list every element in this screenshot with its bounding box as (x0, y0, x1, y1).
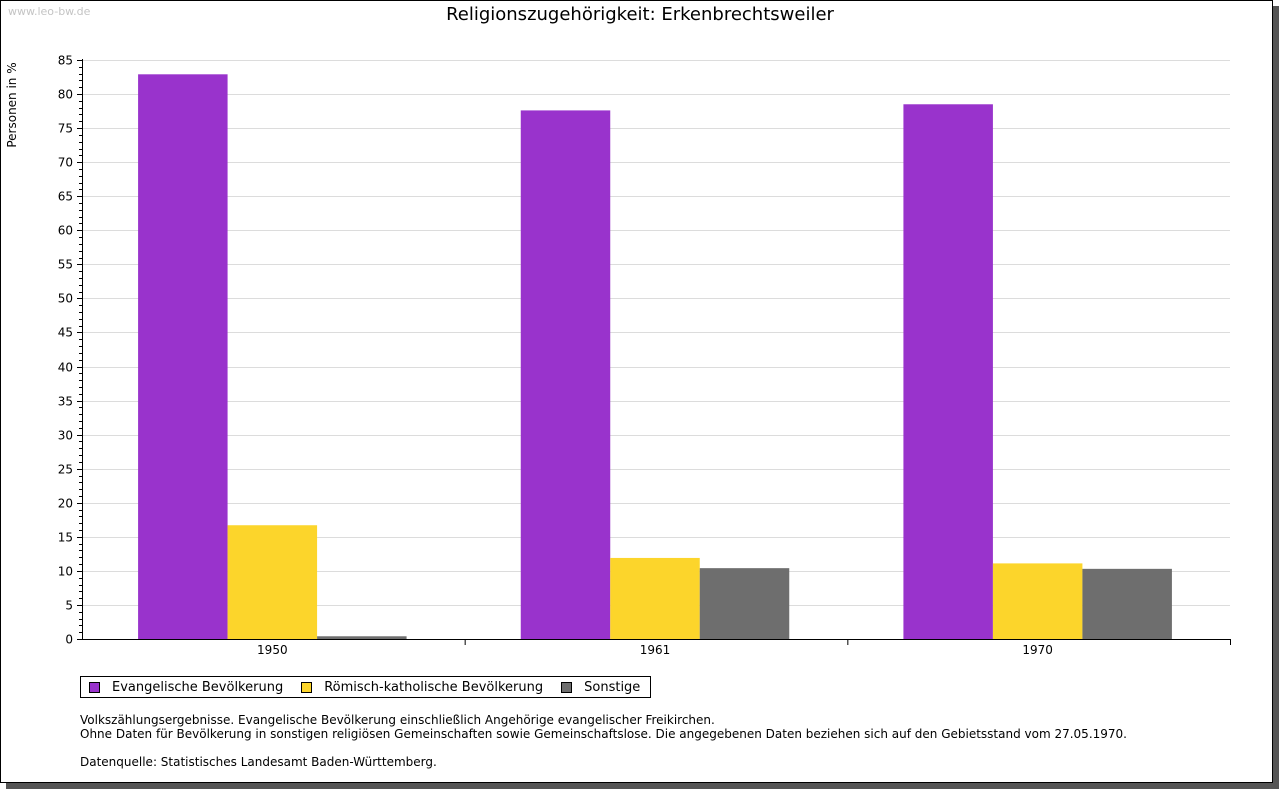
bar-1970-3 (1082, 568, 1172, 639)
legend-item: Evangelische Bevölkerung (89, 680, 283, 695)
x-tick-label: 1950 (257, 643, 288, 657)
x-tick-label: 1970 (1022, 643, 1053, 657)
y-tick-label: 70 (58, 156, 73, 170)
bar-1950-2 (227, 525, 318, 639)
chart-notes: Volkszählungsergebnisse. Evangelische Be… (80, 713, 1127, 769)
y-tick-label: 40 (58, 361, 73, 375)
note-line-1: Volkszählungsergebnisse. Evangelische Be… (80, 713, 715, 727)
y-tick-label: 75 (58, 122, 73, 136)
watermark: www.leo-bw.de (8, 5, 91, 18)
bar-1950-1 (138, 74, 228, 640)
chart-title: Religionszugehörigkeit: Erkenbrechtsweil… (446, 4, 834, 25)
y-tick-label: 35 (58, 395, 73, 409)
y-tick-label: 30 (58, 429, 73, 443)
x-tick-label: 1961 (640, 643, 671, 657)
bar-1961-1 (520, 110, 611, 640)
frame-shadow-right (1273, 6, 1279, 789)
bar-1970-2 (992, 563, 1083, 639)
y-tick-label: 85 (58, 54, 73, 68)
y-tick-label: 45 (58, 326, 73, 340)
y-tick-label: 10 (58, 565, 73, 579)
legend-item: Römisch-katholische Bevölkerung (301, 680, 543, 695)
y-tick-label: 15 (58, 531, 73, 545)
legend-label: Sonstige (584, 679, 641, 695)
bar-1970-1 (903, 104, 993, 639)
legend-swatch (89, 681, 100, 693)
data-source: Datenquelle: Statistisches Landesamt Bad… (80, 755, 437, 769)
legend-label: Römisch-katholische Bevölkerung (324, 679, 544, 695)
y-tick-label: 0 (65, 633, 73, 647)
bar-1961-2 (610, 557, 700, 639)
y-tick-label: 55 (58, 258, 73, 272)
note-line-2: Ohne Daten für Bevölkerung in sonstigen … (80, 727, 1127, 741)
chart-legend: Evangelische Bevölkerung Römisch-katholis… (80, 676, 652, 698)
y-tick-label: 65 (58, 190, 73, 204)
y-tick-label: 50 (58, 292, 73, 306)
legend-swatch (301, 681, 313, 693)
y-tick-label: 60 (58, 224, 73, 238)
bar-1961-3 (699, 568, 790, 639)
legend-label: Evangelische Bevölkerung (112, 679, 284, 695)
y-tick-label: 80 (58, 88, 73, 102)
legend-swatch (561, 681, 573, 693)
legend-item: Sonstige (561, 680, 640, 695)
y-tick-label: 25 (58, 463, 73, 477)
y-tick-label: 5 (65, 599, 73, 613)
bar-1950-3 (317, 636, 407, 639)
y-tick-label: 20 (58, 497, 73, 511)
frame-shadow-bottom (6, 783, 1279, 789)
